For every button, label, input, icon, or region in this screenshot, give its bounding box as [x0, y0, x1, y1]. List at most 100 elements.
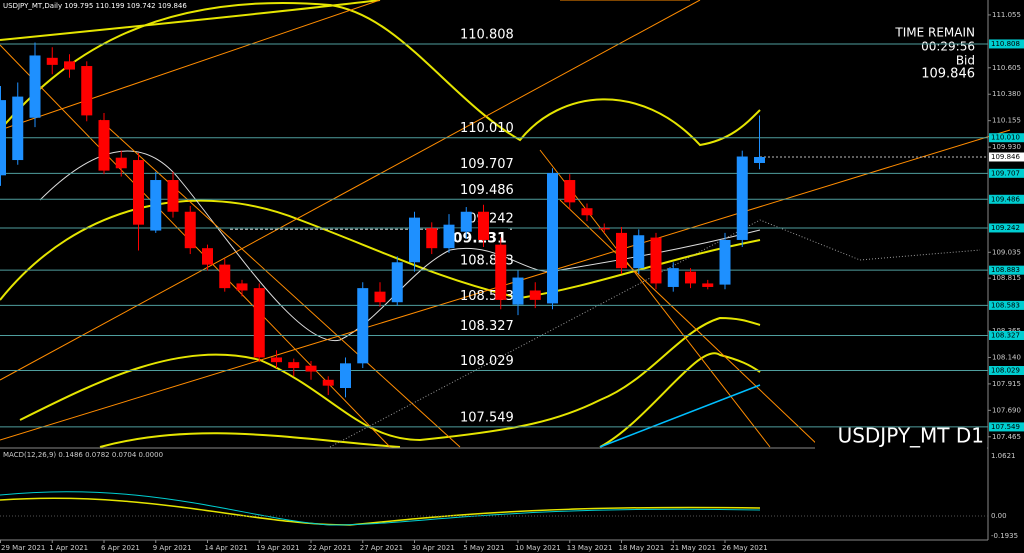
- candle-body: [133, 160, 144, 225]
- macd-axis-label: -0.1935: [991, 532, 1018, 540]
- level-axis-box: [989, 300, 1024, 310]
- candle-body: [167, 180, 179, 212]
- ichimoku-cloud: [329, 219, 981, 448]
- y-tick-label: 109.930: [992, 143, 1021, 151]
- y-tick-label: 109.035: [992, 248, 1021, 256]
- candle-body: [633, 235, 645, 269]
- level-axis-box: [989, 366, 1024, 376]
- level-axis-label: 109.707: [991, 169, 1020, 177]
- bollinger-upper: [0, 1, 761, 147]
- level-axis-label: 108.327: [991, 331, 1020, 339]
- level-axis-box: [989, 223, 1024, 233]
- macd-axis-label: 0.00: [991, 512, 1007, 520]
- level-axis-box: [989, 265, 1024, 275]
- candle-body: [581, 208, 593, 216]
- x-tick-label: 19 Apr 2021: [256, 544, 299, 552]
- x-tick-label: 6 Apr 2021: [101, 544, 140, 552]
- candle-body: [598, 228, 610, 230]
- candle-body: [253, 288, 265, 358]
- price-marker-bg: [440, 228, 508, 247]
- y-tick-label: 107.690: [992, 406, 1021, 414]
- candle-body: [754, 156, 765, 163]
- bid-label: Bid: [956, 54, 975, 68]
- x-tick-label: 10 May 2021: [515, 544, 561, 552]
- bollinger-middle: [0, 199, 761, 301]
- candle-body: [374, 291, 386, 303]
- level-axis-box: [989, 422, 1024, 432]
- x-tick-label: 26 May 2021: [722, 544, 768, 552]
- candle-body: [357, 288, 369, 364]
- moving-average: [39, 150, 761, 342]
- bollinger-lower: [19, 316, 761, 442]
- ichimoku-line: [599, 384, 761, 448]
- candle-body: [150, 180, 162, 231]
- candle-body: [564, 180, 576, 203]
- macd-label: MACD(12,26,9) 0.1486 0.0782 0.0704 0.000…: [3, 451, 163, 459]
- bollinger-outer: [0, 0, 381, 41]
- candle-body: [0, 100, 6, 176]
- x-tick-label: 13 May 2021: [567, 544, 613, 552]
- candle-body: [478, 211, 489, 240]
- candle-body: [98, 120, 110, 171]
- candle-body: [81, 66, 93, 116]
- candle-body: [219, 264, 231, 289]
- candle-body: [409, 217, 420, 263]
- candle-body: [512, 277, 524, 305]
- candle-body: [46, 57, 58, 65]
- level-axis-label: 109.242: [991, 224, 1020, 232]
- candle-body: [391, 262, 403, 303]
- bid: 109.846: [921, 67, 975, 82]
- candle-body: [64, 61, 75, 70]
- level-axis-box: [989, 194, 1024, 204]
- symbol-label: USDJPY_MT D1: [838, 424, 984, 448]
- x-tick-label: 5 May 2021: [463, 544, 504, 552]
- y-tick-label: 110.605: [992, 64, 1021, 72]
- level-label: 110.010: [460, 121, 514, 136]
- y-tick-label: 108.140: [992, 353, 1021, 361]
- level-label: 108.029: [460, 354, 514, 369]
- candle-body: [29, 55, 41, 118]
- macd-axis-label: 1.0621: [991, 452, 1016, 460]
- chart-title: USDJPY_MT,Daily 109.795 110.199 109.742 …: [3, 2, 187, 10]
- candle-body: [702, 283, 714, 287]
- y-tick-label: 107.915: [992, 380, 1021, 388]
- candle-body: [495, 244, 507, 300]
- candle-body: [288, 362, 300, 369]
- level-label: 109.486: [460, 183, 514, 198]
- bid-axis-box: [989, 152, 1024, 162]
- candle-body: [12, 96, 24, 161]
- x-tick-label: 21 May 2021: [670, 544, 716, 552]
- candle-body: [271, 357, 282, 363]
- level-axis-box: [989, 168, 1024, 178]
- macd-main: [0, 491, 761, 526]
- price-marker-label: 109.231: [443, 230, 507, 246]
- level-axis-box: [989, 330, 1024, 340]
- level-label: 110.808: [460, 27, 514, 42]
- candle-body: [426, 228, 438, 249]
- candle-body: [719, 239, 731, 285]
- level-label: 108.327: [460, 319, 514, 334]
- candle-body: [115, 157, 127, 169]
- x-tick-label: 30 Apr 2021: [412, 544, 455, 552]
- x-tick-label: 9 Apr 2021: [153, 544, 192, 552]
- indicators: [0, 0, 1011, 526]
- bollinger-outer-lower: [99, 352, 761, 448]
- level-axis-label: 108.883: [991, 266, 1020, 274]
- level-axis-label: 110.808: [991, 40, 1020, 48]
- candle-body: [616, 232, 627, 269]
- candle-body: [650, 237, 662, 284]
- x-tick-label: 29 Mar 2021: [1, 544, 45, 552]
- y-tick-label: 110.155: [992, 117, 1021, 125]
- candle-body: [443, 224, 455, 249]
- x-tick-label: 18 May 2021: [619, 544, 665, 552]
- y-tick-label: 111.055: [992, 11, 1021, 19]
- candle-body: [236, 283, 248, 291]
- candle-body: [340, 363, 351, 389]
- level-axis-box: [989, 39, 1024, 49]
- candle-body: [736, 156, 748, 240]
- level-axis-label: 107.549: [991, 423, 1020, 431]
- time-remain: 00:29:56: [921, 40, 975, 54]
- level-label: 107.549: [460, 410, 514, 425]
